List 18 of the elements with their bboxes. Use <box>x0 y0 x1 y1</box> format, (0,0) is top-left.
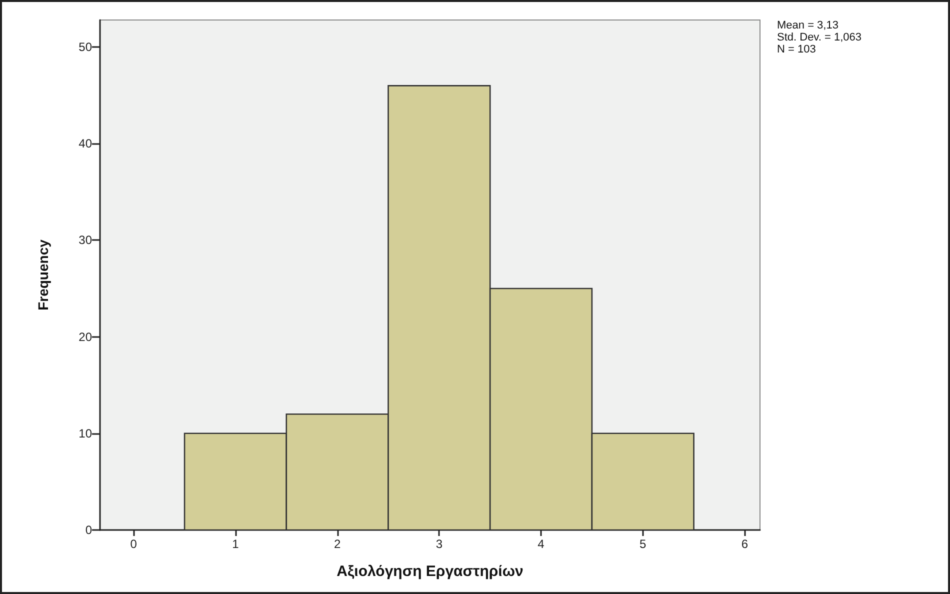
text: N = 103 <box>777 44 816 56</box>
x-tick-label: 4 <box>538 537 545 551</box>
text: Mean = 3,13 <box>777 20 838 32</box>
x-tick-label: 1 <box>232 537 240 551</box>
x-axis-title: Αξιολόγηση Εργαστηρίων <box>336 563 524 580</box>
x-tick-label: 6 <box>741 537 748 551</box>
x-tick-label: 3 <box>436 537 443 551</box>
x-tick-label: 0 <box>130 537 138 551</box>
y-tick-label: 40 <box>78 136 92 151</box>
y-tick-label: 50 <box>78 40 92 54</box>
y-tick-label: 30 <box>78 233 92 248</box>
text: Std. Dev. = 1,063 <box>777 32 862 44</box>
y-tick-label: 20 <box>78 330 92 344</box>
y-tick-label: 10 <box>78 426 92 440</box>
y-axis-title: Frequency <box>35 239 51 310</box>
x-tick-label: 2 <box>334 537 341 551</box>
x-tick-label: 5 <box>640 537 647 551</box>
y-tick-label: 0 <box>85 523 92 537</box>
